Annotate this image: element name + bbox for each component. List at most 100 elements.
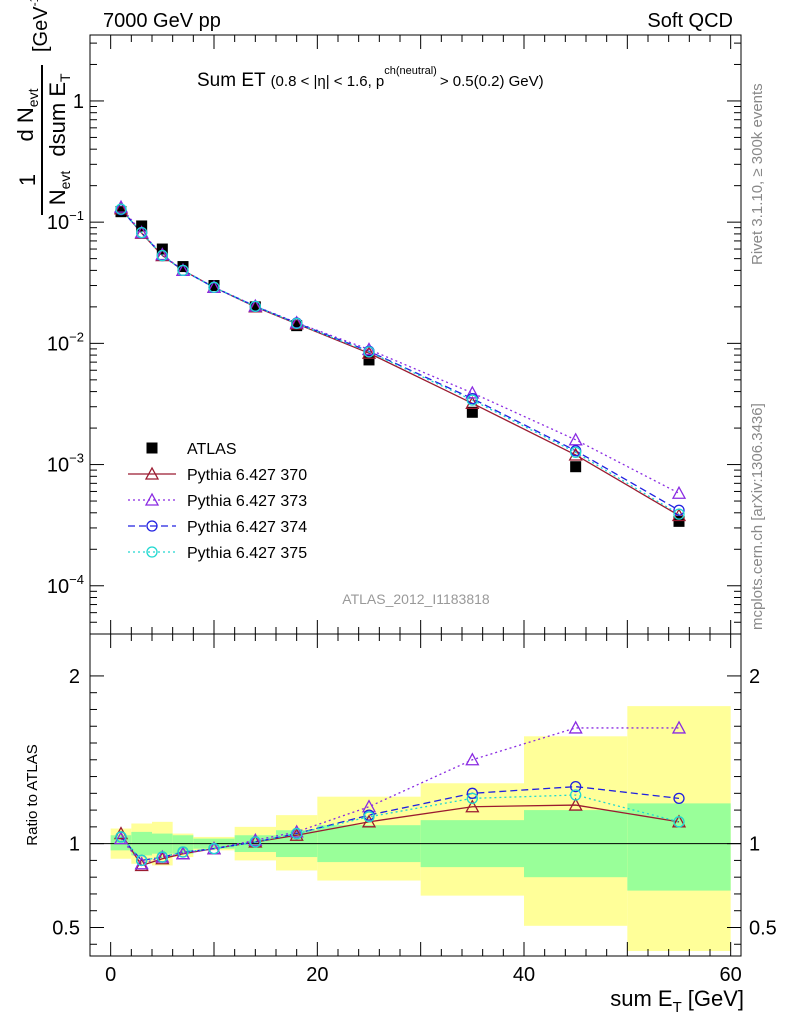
ratio-point-p375 [363,811,375,823]
main-point-p373 [465,385,480,399]
ratio-tick-labels: 0.5 0.51 12 20 20 40 60 [52,666,777,986]
main-point-p373 [113,199,129,213]
ratio-y-tick-label-right: 1 [749,834,760,856]
main-line-p373 [120,206,680,494]
svg-text:[GeV-1]: [GeV-1] [27,0,52,52]
main-ticks [90,35,741,635]
x-tick-label: 20 [306,964,328,986]
ratio-point-p373 [113,831,129,845]
ratio-point-p370 [568,797,583,811]
ratio-point-p375 [136,854,148,867]
svg-text:d Nevt: d Nevt [13,88,41,141]
plot-title: Sum ET (0.8 < |η| < 1.6, pch(neutral)> 0… [197,65,544,91]
analysis-id: ATLAS_2012_I1183818 [342,591,490,607]
main-point-p373 [671,485,687,499]
ratio-point-p373 [248,832,263,846]
header-right: Soft QCD [647,10,733,32]
main-y-axis-label: 1 Nevt d Nevt dsum ET [GeV-1] [13,0,73,215]
band-inner [172,835,194,854]
y-tick-label: 1 [73,91,84,113]
main-point-p375 [291,317,303,330]
main-point-ATLAS [363,354,375,366]
svg-text:dsum ET: dsum ET [45,73,73,157]
ratio-y-tick-label-right: 2 [749,666,760,688]
main-point-p375 [673,508,685,520]
main-point-ATLAS [177,261,189,273]
legend-marker-p370 [144,466,160,480]
main-point-ATLAS [208,280,220,292]
ratio-point-p375 [208,843,220,855]
main-y-tick-labels: 1 10−1 10−2 10−3 10−4 [47,91,84,598]
main-line-p374 [120,209,680,511]
ratio-series [113,720,687,872]
legend-label-p373: Pythia 6.427 373 [187,493,307,510]
ratio-point-p373 [175,846,191,860]
main-point-ATLAS [249,301,261,313]
ratio-point-p373 [671,720,687,734]
ratio-point-p373 [289,824,304,838]
ratio-y-tick-label-left: 2 [69,666,80,688]
ratio-panel: 0.5 0.51 12 20 20 40 60 [52,633,777,986]
legend-marker-p373 [144,492,160,506]
ratio-y-tick-label-right: 0.5 [749,917,777,939]
ratio-point-p373 [465,752,480,766]
ratio-point-p375 [249,836,261,848]
ratio-point-p375 [177,846,189,858]
legend-marker-p374 [146,520,158,532]
main-point-p375 [208,281,220,293]
ratio-point-p374 [466,787,478,799]
ratio-point-p375 [673,816,685,828]
y-tick-label: 10−2 [47,329,84,355]
y-tick-label: 10−4 [47,572,84,598]
x-tick-label: 40 [513,964,535,986]
svg-text:Nevt: Nevt [45,171,73,206]
x-tick-label: 60 [720,964,742,986]
legend-marker-ATLAS [146,442,158,454]
x-axis-label: sum ET [GeV] [610,986,744,1016]
y-tick-label: 10−1 [47,208,84,234]
main-series [113,199,687,527]
mcplots-label: mcplots.cern.ch [arXiv:1306.3436] [749,403,766,630]
legend: ATLAS Pythia 6.427 370 Pythia 6.427 373 Pyt… [128,441,307,562]
ratio-y-axis-label: Ratio to ATLAS [24,744,41,845]
main-point-p375 [363,346,375,358]
ratio-y-tick-label-left: 0.5 [52,917,80,939]
ratio-y-tick-label-left: 1 [69,834,80,856]
main-point-ATLAS [570,461,582,473]
ratio-point-p370 [289,827,304,841]
main-point-p373 [155,247,170,261]
ratio-frame [89,633,742,957]
legend-label-ATLAS: ATLAS [187,441,237,458]
ratio-point-p375 [466,792,478,805]
ratio-point-p375 [115,831,127,843]
rivet-label: Rivet 3.1.10, ≥ 300k events [749,83,766,265]
main-point-ATLAS [291,320,303,332]
ratio-point-p370 [155,851,170,865]
main-point-p373 [568,432,583,446]
y-tick-label: 10−3 [47,451,84,477]
main-point-p375 [466,394,478,406]
legend-label-p374: Pythia 6.427 374 [187,519,307,536]
ratio-point-p375 [156,851,168,863]
ratio-ticks [90,634,741,956]
main-point-p375 [156,249,168,262]
ratio-bands [110,706,731,951]
legend-label-p375: Pythia 6.427 375 [187,545,307,562]
main-point-ATLAS [673,515,685,527]
ratio-point-p373 [568,720,583,734]
ratio-point-p375 [291,827,303,840]
main-point-p375 [249,300,261,312]
x-tick-label: 0 [105,964,116,986]
ratio-point-p373 [134,856,149,870]
band-inner [627,803,731,891]
main-point-ATLAS [466,406,478,418]
main-point-p370 [361,345,377,359]
main-point-p375 [115,203,127,215]
legend-label-p370: Pythia 6.427 370 [187,467,307,484]
svg-text:1: 1 [15,174,40,186]
main-point-p375 [136,226,148,239]
legend-marker-p375 [146,546,158,558]
ratio-point-p375 [570,789,582,801]
main-line-p375 [120,208,680,515]
